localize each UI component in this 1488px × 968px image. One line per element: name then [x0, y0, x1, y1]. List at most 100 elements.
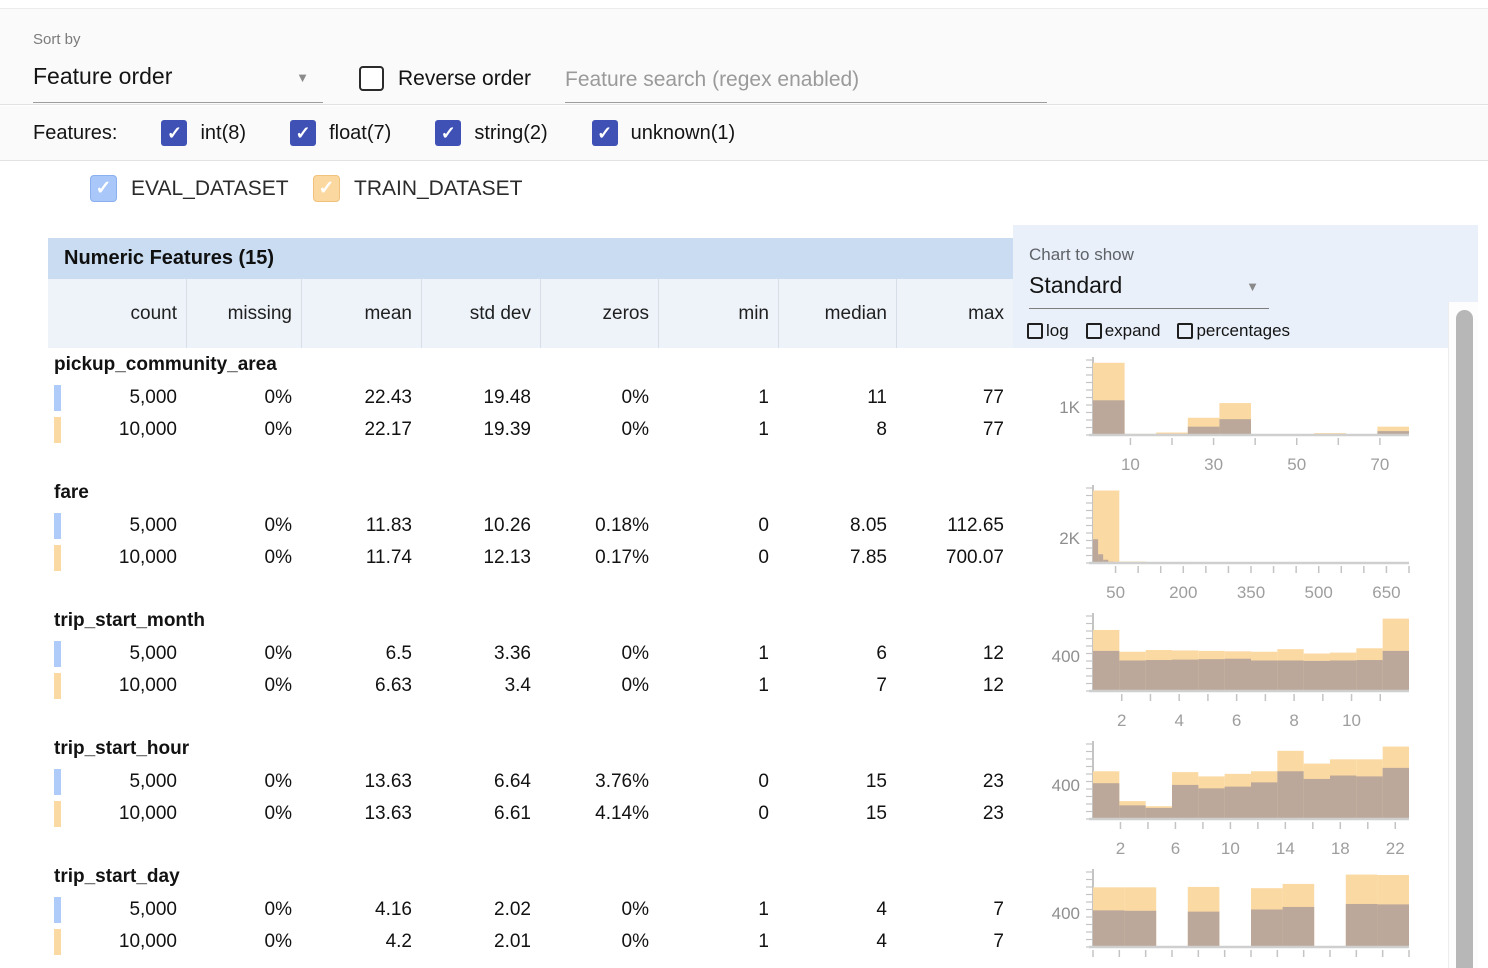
- chart-to-show-label: Chart to show: [1029, 245, 1134, 264]
- cell-stddev: 6.64: [494, 771, 531, 792]
- train-color-tick: [54, 417, 61, 443]
- table-row-train: 10,000 0% 11.74 12.13 0.17% 0 7.85 700.07: [48, 542, 1013, 574]
- cell-count: 5,000: [129, 899, 177, 920]
- train-dataset-checkbox-checked[interactable]: ✓: [313, 175, 340, 202]
- svg-text:400: 400: [1052, 904, 1080, 923]
- svg-text:4: 4: [1174, 711, 1183, 730]
- int-checkbox-checked[interactable]: ✓: [161, 120, 188, 146]
- svg-text:200: 200: [1169, 583, 1197, 602]
- log-checkbox[interactable]: [1027, 323, 1043, 339]
- cell-count: 10,000: [118, 803, 177, 824]
- svg-text:1K: 1K: [1059, 398, 1080, 417]
- cell-missing: 0%: [264, 419, 292, 440]
- cell-median: 15: [865, 771, 887, 792]
- filter-int-label: int(8): [200, 121, 247, 144]
- cell-min: 1: [758, 419, 769, 440]
- sort-by-dropdown[interactable]: Feature order ▼: [33, 55, 323, 103]
- svg-text:70: 70: [1370, 455, 1389, 474]
- filter-int[interactable]: ✓ int(8): [161, 120, 246, 146]
- svg-text:10: 10: [1121, 455, 1140, 474]
- cell-stddev: 19.48: [483, 387, 531, 408]
- cell-missing: 0%: [264, 931, 292, 952]
- chevron-down-icon: ▼: [296, 70, 309, 85]
- expand-option[interactable]: expand: [1085, 321, 1160, 341]
- cell-count: 10,000: [118, 547, 177, 568]
- cell-mean: 6.5: [385, 643, 412, 664]
- col-mean: mean: [301, 279, 421, 348]
- feature-name: pickup_community_area: [54, 354, 277, 375]
- unknown-checkbox-checked[interactable]: ✓: [591, 120, 618, 146]
- svg-text:6: 6: [1171, 839, 1180, 858]
- cell-count: 5,000: [129, 387, 177, 408]
- percentages-option[interactable]: percentages: [1177, 321, 1290, 341]
- cell-zeros: 4.14%: [595, 803, 649, 824]
- feature-type-filterbar: Features: ✓ int(8) ✓ float(7) ✓ string(2…: [0, 106, 1488, 161]
- cell-mean: 13.63: [364, 771, 412, 792]
- cell-mean: 22.17: [364, 419, 412, 440]
- log-option[interactable]: log: [1027, 321, 1069, 341]
- cell-max: 7: [993, 899, 1004, 920]
- cell-median: 4: [876, 931, 887, 952]
- cell-missing: 0%: [264, 899, 292, 920]
- percentages-label: percentages: [1196, 321, 1291, 340]
- expand-checkbox[interactable]: [1085, 323, 1102, 339]
- svg-text:650: 650: [1372, 583, 1400, 602]
- cell-zeros: 0%: [621, 675, 649, 696]
- filter-unknown[interactable]: ✓ unknown(1): [591, 120, 735, 146]
- table-row-train: 10,000 0% 13.63 6.61 4.14% 0 15 23: [48, 798, 1013, 830]
- cell-stddev: 12.13: [483, 547, 531, 568]
- feature-name: trip_start_month: [54, 610, 205, 631]
- filter-string[interactable]: ✓ string(2): [435, 120, 548, 146]
- cell-zeros: 0.18%: [595, 515, 649, 536]
- cell-min: 0: [758, 803, 769, 824]
- feature-name: fare: [54, 482, 89, 503]
- feature-group-pickup_community_area: pickup_community_area 5,000 0% 22.43 19.48 0…: [48, 352, 1013, 480]
- svg-text:6: 6: [1232, 711, 1241, 730]
- cell-zeros: 0%: [621, 931, 649, 952]
- reverse-order-checkbox[interactable]: [359, 66, 384, 91]
- svg-text:2: 2: [1117, 711, 1126, 730]
- scrollbar-thumb[interactable]: [1456, 310, 1473, 968]
- svg-text:8: 8: [1289, 711, 1298, 730]
- cell-zeros: 0%: [621, 899, 649, 920]
- svg-text:350: 350: [1237, 583, 1265, 602]
- chart-type-value: Standard: [1029, 272, 1123, 298]
- legend-train-dataset[interactable]: ✓ TRAIN_DATASET: [313, 175, 522, 202]
- cell-stddev: 3.36: [494, 643, 531, 664]
- string-checkbox-checked[interactable]: ✓: [435, 120, 462, 146]
- svg-text:500: 500: [1305, 583, 1333, 602]
- float-checkbox-checked[interactable]: ✓: [290, 120, 317, 146]
- search-input[interactable]: [565, 57, 1047, 103]
- feature-name: trip_start_hour: [54, 738, 190, 759]
- svg-text:50: 50: [1106, 583, 1125, 602]
- cell-max: 7: [993, 931, 1004, 952]
- cell-missing: 0%: [264, 515, 292, 536]
- feature-name: trip_start_day: [54, 866, 180, 887]
- percentages-checkbox[interactable]: [1177, 323, 1194, 339]
- filter-string-label: string(2): [474, 121, 548, 144]
- filter-float[interactable]: ✓ float(7): [290, 120, 391, 146]
- cell-stddev: 19.39: [483, 419, 531, 440]
- chart-type-dropdown[interactable]: Standard ▼: [1029, 267, 1269, 309]
- cell-median: 11: [867, 387, 887, 408]
- cell-median: 8: [876, 419, 887, 440]
- train-color-tick: [54, 929, 61, 955]
- table-row-eval: 5,000 0% 22.43 19.48 0% 1 11 77: [48, 382, 1013, 414]
- train-dataset-label: TRAIN_DATASET: [354, 176, 523, 200]
- filter-float-label: float(7): [329, 121, 392, 144]
- legend-eval-dataset[interactable]: ✓ EVAL_DATASET: [90, 175, 289, 202]
- sort-by-label: Sort by: [33, 31, 81, 48]
- eval-color-tick: [54, 513, 61, 539]
- histogram-trip_start_hour: 2 6 10 14 18 22 400: [1032, 736, 1422, 864]
- cell-min: 0: [758, 547, 769, 568]
- col-stddev: std dev: [421, 279, 540, 348]
- cell-count: 10,000: [118, 675, 177, 696]
- cell-zeros: 0%: [621, 419, 649, 440]
- cell-min: 1: [758, 899, 769, 920]
- eval-dataset-checkbox-checked[interactable]: ✓: [90, 175, 117, 202]
- cell-mean: 4.2: [385, 931, 412, 952]
- log-label: log: [1046, 321, 1069, 340]
- cell-zeros: 0%: [621, 387, 649, 408]
- svg-text:50: 50: [1287, 455, 1306, 474]
